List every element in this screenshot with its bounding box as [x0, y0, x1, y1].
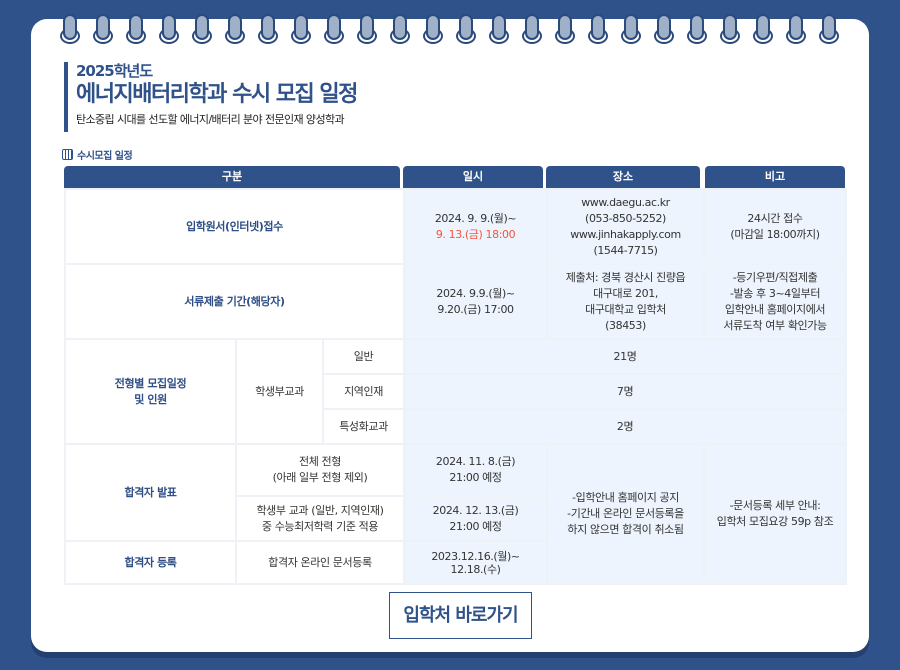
type-cell: 일반 — [321, 338, 406, 375]
type-cell: 지역인재 — [321, 373, 406, 410]
row-label: 전형별 모집일정 및 인원 — [64, 338, 237, 445]
page-subtitle: 탄소중립 시대를 선도할 에너지/배터리 분야 전문인재 양성학과 — [76, 113, 345, 126]
binder-ring-icon — [720, 14, 740, 44]
place-cell: -입학안내 홈페이지 공지 -기간내 온라인 문서등록을 하지 않으면 합격이 취소… — [546, 443, 706, 585]
binder-ring-icon — [423, 14, 443, 44]
date-cell: 2024. 11. 8.(금) 21:00 예정 — [403, 443, 549, 497]
type-cell: 특성화교과 — [321, 408, 406, 445]
binder-ring-icon — [588, 14, 608, 44]
count-cell: 7명 — [403, 373, 848, 410]
binder-ring-icon — [258, 14, 278, 44]
title-block: 2025학년도 에너지배터리학과 수시 모집 일정 탄소중립 시대를 선도할 에… — [64, 62, 358, 132]
row-label: 서류제출 기간(해당자) — [63, 263, 406, 340]
table-row: 서류제출 기간(해당자) 2024. 9.9.(월)~ 9.20.(금) 17:0… — [63, 263, 848, 340]
table-row: 지역인재 7명 — [65, 373, 848, 410]
row-label: 합격자 발표 — [64, 443, 237, 542]
binder-ring-icon — [522, 14, 542, 44]
note-cell: -등기우편/직접제출 -발송 후 3~4일부터 입학안내 홈페이지에서 서류도착 여부… — [703, 263, 848, 340]
binder-ring-icon — [291, 14, 311, 44]
binder-ring-icon — [60, 14, 80, 44]
binder-ring-icon — [159, 14, 179, 44]
table-row: 입학원서(인터넷)접수 2024. 9. 9.(월)~ 9. 13.(금) 18:… — [63, 188, 848, 265]
col-header-date: 일시 — [403, 166, 543, 188]
binder-ring-icon — [93, 14, 113, 44]
table-row: 특성화교과 2명 — [65, 408, 848, 445]
binder-ring-icon — [555, 14, 575, 44]
desc-cell: 학생부 교과 (일반, 지역인재) 중 수능최저학력 기준 적용 — [234, 495, 406, 542]
page-title: 에너지배터리학과 수시 모집 일정 — [76, 82, 358, 107]
count-cell: 2명 — [403, 408, 848, 445]
note-cell: 24시간 접수 (마감일 18:00까지) — [703, 188, 848, 265]
desc-cell: 합격자 온라인 문서등록 — [234, 540, 406, 585]
binder-ring-icon — [621, 14, 641, 44]
date-cell: 2023.12.16.(월)~ 12.18.(수) — [403, 540, 549, 585]
binder-ring-icon — [753, 14, 773, 44]
binder-ring-icon — [687, 14, 707, 44]
table-row: 합격자 발표 전체 전형 (아래 일부 전형 제외) 2024. 11. 8.(금… — [64, 443, 848, 585]
place-cell: 제출처: 경북 경산시 진량읍 대구대로 201, 대구대학교 입학처 (38453) — [546, 263, 706, 340]
col-header-note: 비고 — [705, 166, 845, 188]
table-row: 전형별 모집일정 및 인원 학생부교과 일반 21명 — [64, 338, 848, 445]
binder-ring-icon — [126, 14, 146, 44]
date-cell: 2024. 9.9.(월)~ 9.20.(금) 17:00 — [403, 263, 549, 340]
calendar-icon — [62, 149, 73, 160]
desc-cell: 전체 전형 (아래 일부 전형 제외) — [234, 443, 406, 497]
section-label: 수시모집 일정 — [77, 151, 133, 162]
binder-ring-icon — [390, 14, 410, 44]
binder-ring-icon — [324, 14, 344, 44]
table-row: 합격자 등록 합격자 온라인 문서등록 2023.12.16.(월)~ 12.18… — [64, 540, 846, 585]
table-row: 학생부 교과 (일반, 지역인재) 중 수능최저학력 기준 적용 2024. 12… — [65, 495, 846, 542]
binder-ring-icon — [225, 14, 245, 44]
row-label: 합격자 등록 — [64, 540, 237, 585]
place-cell: www.daegu.ac.kr (053-850-5252) www.jinhaka… — [546, 188, 706, 265]
binder-ring-icon — [654, 14, 674, 44]
note-cell: -문서등록 세부 안내: 입학처 모집요강 59p 참조 — [703, 443, 848, 585]
binder-ring-icon — [456, 14, 476, 44]
group-cell: 학생부교과 — [235, 338, 324, 445]
schedule-table: 입학원서(인터넷)접수 2024. 9. 9.(월)~ 9. 13.(금) 18:… — [63, 188, 848, 585]
admissions-link-button[interactable]: 입학처 바로가기 — [389, 592, 532, 639]
binder-ring-icon — [819, 14, 839, 44]
binder-ring-icon — [489, 14, 509, 44]
row-label: 입학원서(인터넷)접수 — [63, 188, 406, 265]
year-label: 2025학년도 — [76, 62, 153, 80]
binder-ring-icon — [357, 14, 377, 44]
date-cell: 2024. 9. 9.(월)~ 9. 13.(금) 18:00 — [403, 188, 549, 265]
col-header-category: 구분 — [64, 166, 400, 188]
section-heading: 수시모집 일정 — [62, 147, 133, 162]
date-cell: 2024. 12. 13.(금) 21:00 예정 — [403, 495, 549, 542]
count-cell: 21명 — [403, 338, 848, 375]
binder-ring-icon — [786, 14, 806, 44]
col-header-place: 장소 — [546, 166, 700, 188]
binder-ring-icon — [192, 14, 212, 44]
